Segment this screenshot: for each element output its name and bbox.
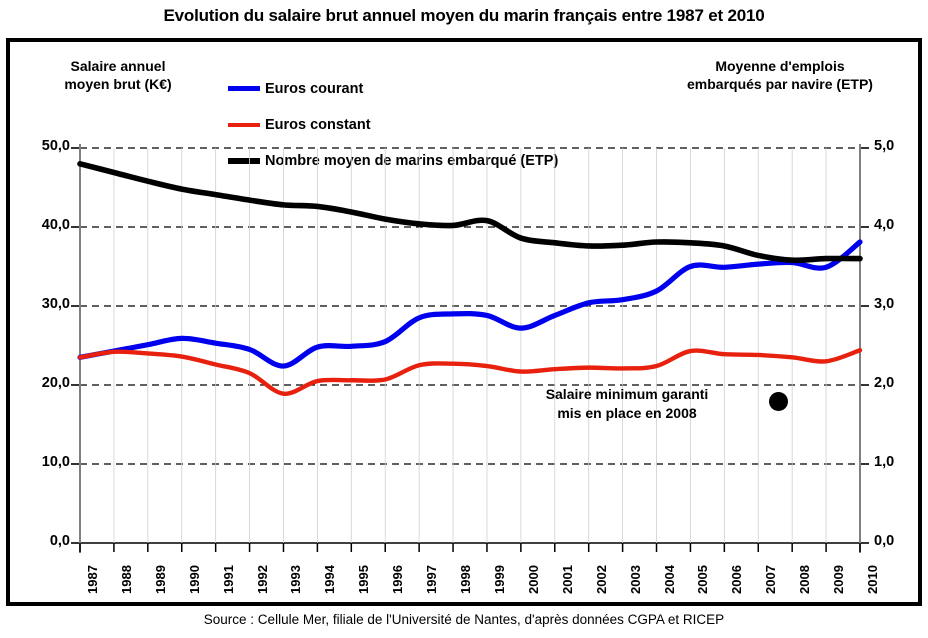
legend-item-euros-constant: Euros constant bbox=[228, 112, 558, 137]
x-tick-2000: 2000 bbox=[525, 565, 541, 594]
x-tick-2010: 2010 bbox=[865, 565, 880, 594]
legend-item-euros-courant: Euros courant bbox=[228, 76, 558, 101]
x-tick-2002: 2002 bbox=[593, 565, 609, 594]
y-tick-right-4: 4,0 bbox=[874, 217, 895, 233]
x-tick-2001: 2001 bbox=[559, 565, 575, 594]
annotation-line-1: Salaire minimum garanti bbox=[545, 386, 709, 402]
legend-swatch-marins bbox=[228, 157, 260, 164]
y-tick-right-2: 2,0 bbox=[874, 375, 895, 391]
x-tick-1994: 1994 bbox=[322, 565, 338, 594]
y-tick-right-5: 5,0 bbox=[874, 138, 895, 154]
x-axis-labels: 1987 1988 1989 1990 1991 1992 1993 1994 1995 1996… bbox=[80, 550, 880, 608]
plot-area bbox=[71, 144, 869, 553]
x-tick-1996: 1996 bbox=[390, 565, 406, 594]
x-tick-1992: 1992 bbox=[254, 565, 270, 594]
x-tick-2006: 2006 bbox=[729, 565, 745, 594]
chart-frame bbox=[6, 38, 922, 606]
y-tick-left-0: 0,0 bbox=[49, 533, 70, 549]
x-tick-1987: 1987 bbox=[85, 565, 100, 594]
x-tick-1991: 1991 bbox=[220, 565, 236, 594]
x-tick-1988: 1988 bbox=[118, 565, 134, 594]
y-tick-left-1: 10,0 bbox=[41, 454, 70, 470]
y-tick-left-2: 20,0 bbox=[41, 375, 70, 391]
legend-label-euros-courant: Euros courant bbox=[265, 80, 364, 97]
series-line-2 bbox=[77, 161, 863, 264]
legend-swatch-euros-courant bbox=[228, 86, 260, 91]
x-tick-1990: 1990 bbox=[186, 565, 202, 594]
annotation-text: Salaire minimum garanti mis en place en … bbox=[492, 385, 762, 423]
annotation-line-2: mis en place en 2008 bbox=[557, 404, 697, 421]
annotation-dot-icon bbox=[769, 392, 788, 411]
y-tick-left-5: 50,0 bbox=[41, 138, 70, 154]
x-tick-2008: 2008 bbox=[797, 565, 813, 594]
x-tick-2004: 2004 bbox=[661, 565, 677, 594]
x-tick-2009: 2009 bbox=[831, 565, 847, 594]
series-line-0 bbox=[77, 239, 863, 369]
y-tick-left-4: 40,0 bbox=[41, 217, 70, 233]
x-tick-1989: 1989 bbox=[152, 565, 168, 594]
x-tick-1993: 1993 bbox=[288, 565, 304, 594]
legend-label-euros-constant: Euros constant bbox=[265, 116, 371, 133]
chart-svg bbox=[71, 144, 869, 553]
x-tick-2007: 2007 bbox=[763, 565, 779, 594]
legend-item-marins: Nombre moyen de marins embarqué (ETP) bbox=[228, 148, 558, 173]
legend-label-marins: Nombre moyen de marins embarqué (ETP) bbox=[265, 152, 559, 169]
y-tick-right-0: 0,0 bbox=[874, 533, 895, 549]
x-tick-2005: 2005 bbox=[695, 565, 711, 594]
right-axis-title: Moyenne d'emplois embarqués par navire (… bbox=[687, 58, 873, 92]
left-axis-title: Salaire annuel moyen brut (K€) bbox=[64, 58, 172, 92]
x-tick-1999: 1999 bbox=[491, 565, 507, 594]
legend: Euros courant Euros constant Nombre moye… bbox=[228, 76, 558, 184]
y-tick-left-3: 30,0 bbox=[41, 296, 70, 312]
y-tick-right-1: 1,0 bbox=[874, 454, 895, 470]
legend-swatch-euros-constant bbox=[228, 122, 260, 127]
y-tick-right-3: 3,0 bbox=[874, 296, 895, 312]
source-note: Source : Cellule Mer, filiale de l'Unive… bbox=[203, 612, 725, 627]
x-tick-2003: 2003 bbox=[627, 565, 643, 594]
x-tick-1997: 1997 bbox=[424, 565, 440, 594]
page-title: Evolution du salaire brut annuel moyen d… bbox=[163, 6, 765, 25]
x-tick-1998: 1998 bbox=[458, 565, 474, 594]
series-line-1 bbox=[77, 348, 863, 396]
x-tick-1995: 1995 bbox=[356, 565, 372, 594]
